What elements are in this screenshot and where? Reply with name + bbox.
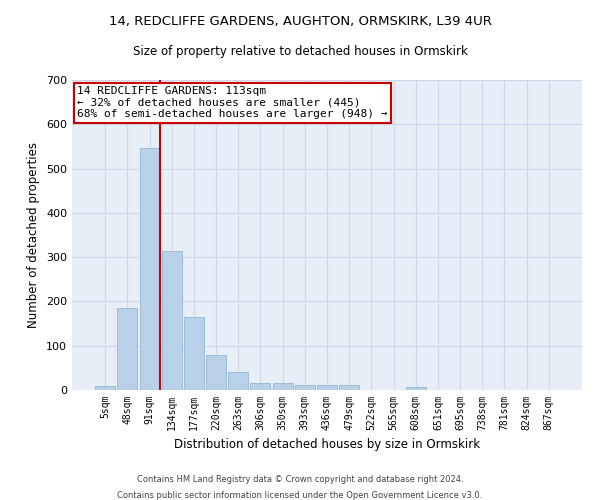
Bar <box>206 356 226 390</box>
Bar <box>140 148 160 390</box>
Text: Size of property relative to detached houses in Ormskirk: Size of property relative to detached ho… <box>133 45 467 58</box>
Bar <box>272 383 293 390</box>
Y-axis label: Number of detached properties: Number of detached properties <box>28 142 40 328</box>
Bar <box>250 383 271 390</box>
Bar <box>228 372 248 390</box>
Bar <box>184 317 204 390</box>
Text: Contains public sector information licensed under the Open Government Licence v3: Contains public sector information licen… <box>118 490 482 500</box>
Bar <box>317 385 337 390</box>
Bar <box>118 308 137 390</box>
Text: 14, REDCLIFFE GARDENS, AUGHTON, ORMSKIRK, L39 4UR: 14, REDCLIFFE GARDENS, AUGHTON, ORMSKIRK… <box>109 15 491 28</box>
Bar <box>95 386 115 390</box>
Bar <box>162 250 182 390</box>
Text: Contains HM Land Registry data © Crown copyright and database right 2024.: Contains HM Land Registry data © Crown c… <box>137 476 463 484</box>
Bar <box>295 385 315 390</box>
Bar <box>339 385 359 390</box>
X-axis label: Distribution of detached houses by size in Ormskirk: Distribution of detached houses by size … <box>174 438 480 452</box>
Bar <box>406 387 426 390</box>
Text: 14 REDCLIFFE GARDENS: 113sqm
← 32% of detached houses are smaller (445)
68% of s: 14 REDCLIFFE GARDENS: 113sqm ← 32% of de… <box>77 86 388 120</box>
